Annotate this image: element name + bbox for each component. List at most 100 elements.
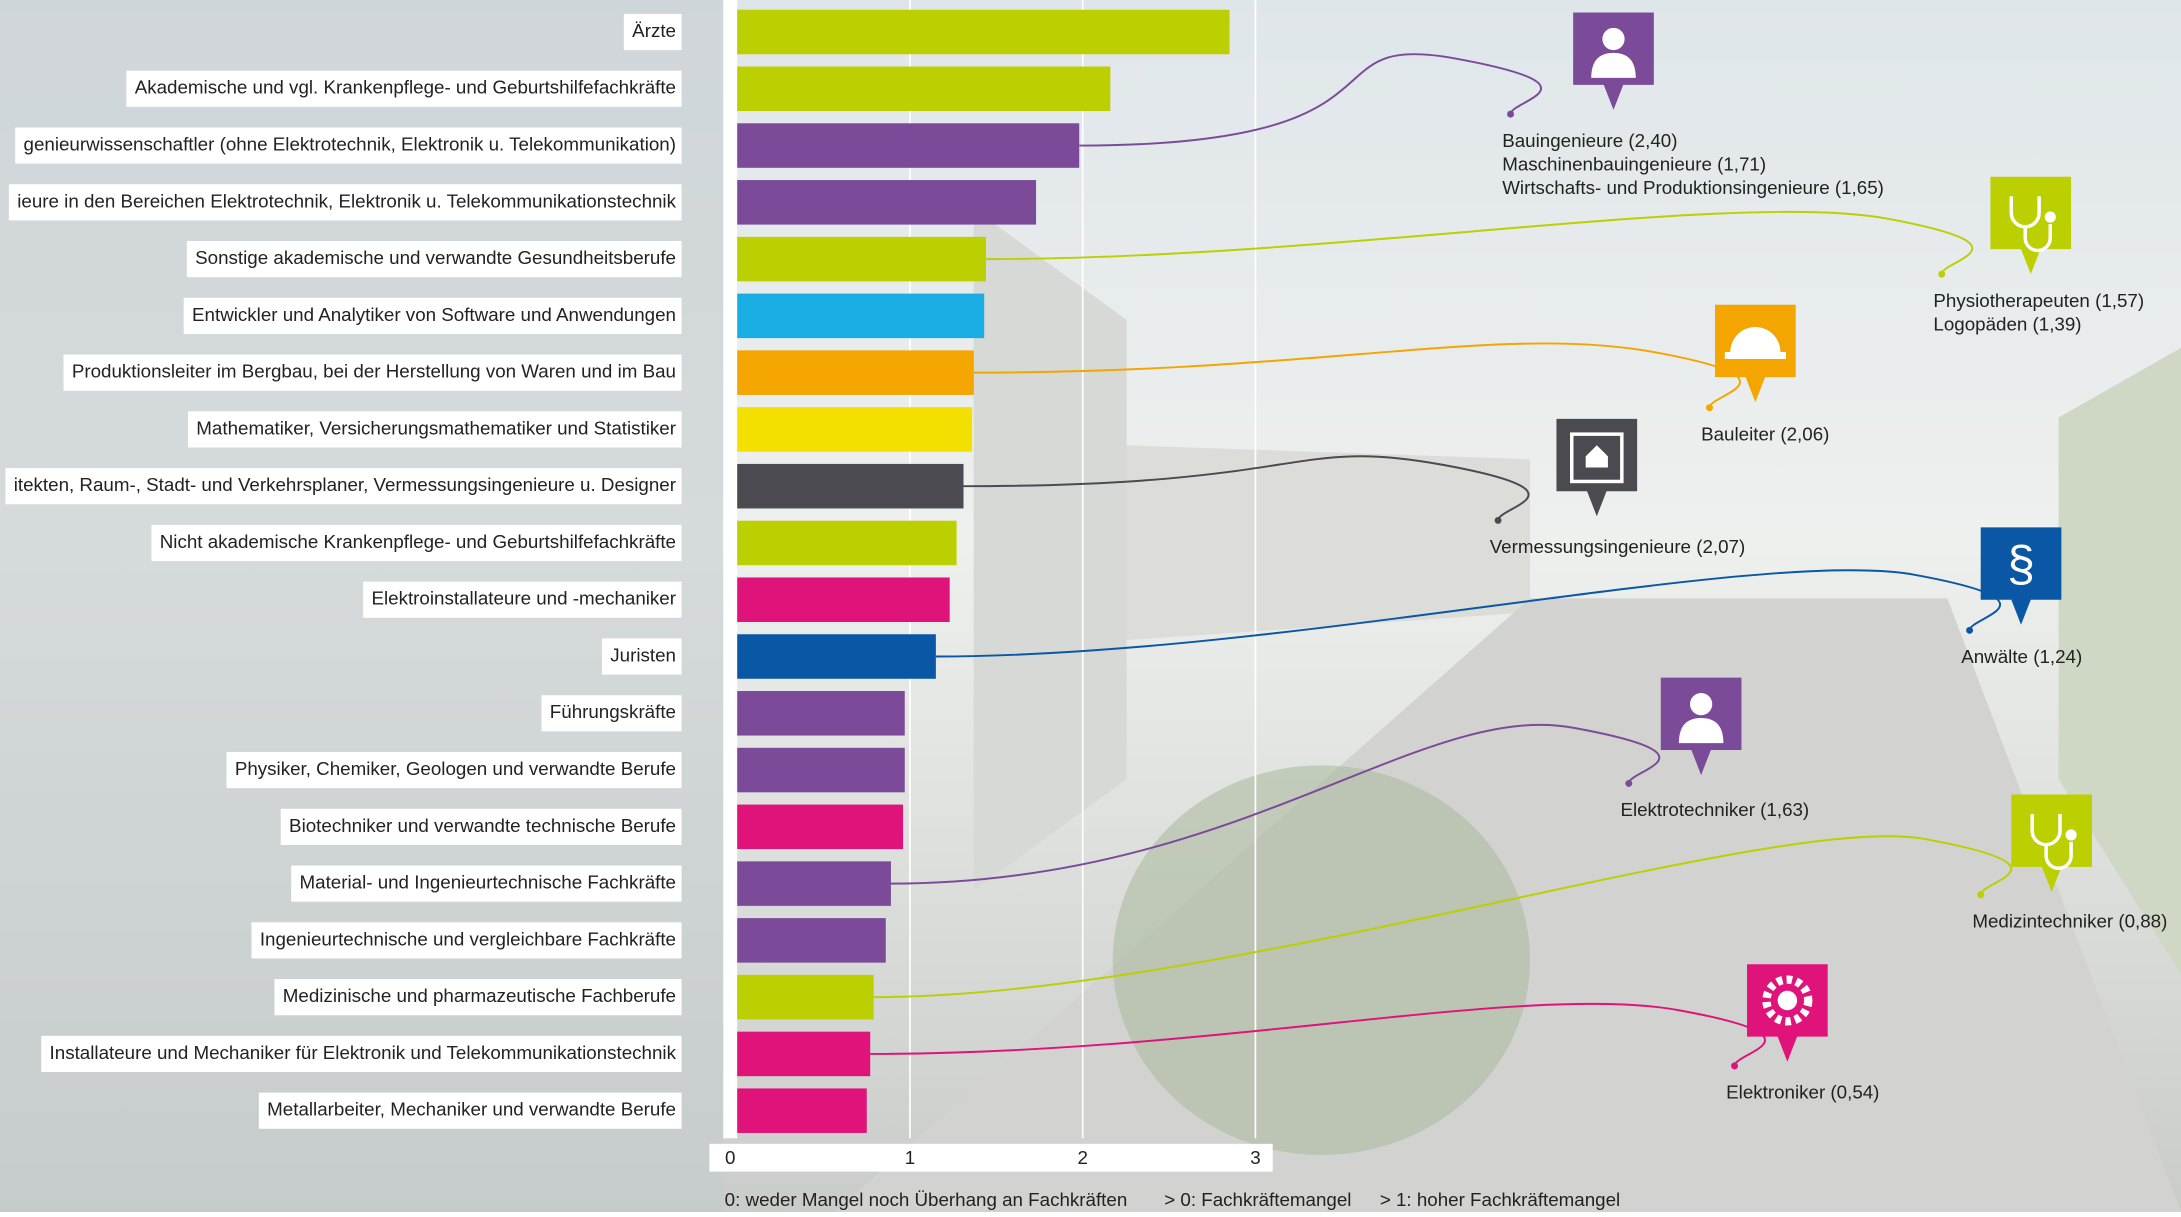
icon-symbol	[1585, 445, 1608, 468]
category-label-box	[183, 297, 682, 334]
connector-end	[1507, 110, 1515, 118]
bar	[737, 577, 950, 623]
category-label: Ingenieurtechnische und vergleichbare Fa…	[260, 928, 676, 949]
x-tick-label: 0	[725, 1147, 735, 1168]
category-label-box	[41, 1035, 682, 1073]
bar	[737, 747, 905, 793]
category-label: Physiker, Chemiker, Geologen und verwand…	[235, 758, 676, 779]
connector-end	[1977, 891, 1985, 899]
icon-symbol	[1777, 990, 1798, 1011]
annotation-label: Elektroniker (0,54)	[1726, 1082, 1879, 1103]
annotation-label: Bauingenieure (2,40)	[1502, 130, 1677, 151]
category-label: Metallarbeiter, Mechaniker und verwandte…	[267, 1099, 676, 1120]
bar	[737, 407, 973, 452]
category-label: Entwickler und Analytiker von Software u…	[192, 304, 676, 325]
annotation-label: Elektrotechniker (1,63)	[1620, 799, 1809, 820]
category-label: Nicht akademische Krankenpflege- und Geb…	[160, 531, 676, 552]
footnote: > 1: hoher Fachkräftemangel	[1380, 1189, 1620, 1210]
connector	[870, 1002, 1766, 1067]
bar	[737, 1031, 871, 1077]
icon-symbol	[2030, 814, 2073, 871]
bar	[737, 350, 974, 395]
building-back	[1126, 445, 1531, 641]
category-label-box	[363, 581, 682, 618]
connector-end	[1705, 404, 1713, 412]
category-label-box	[8, 184, 682, 221]
connector-end	[1966, 626, 1974, 634]
category-label: Juristen	[610, 644, 676, 665]
annotation-label: Medizintechniker (0,88)	[1972, 911, 2167, 932]
category-label: Mathematiker, Versicherungsmathematiker …	[196, 417, 676, 438]
category-label: Produktionsleiter im Bergbau, bei der He…	[72, 361, 676, 382]
x-tick-label: 1	[905, 1147, 915, 1168]
icon-symbol	[1570, 432, 1624, 484]
category-label: Medizinische und pharmazeutische Fachber…	[283, 985, 676, 1006]
bar	[737, 66, 1111, 112]
category-label-box	[126, 70, 682, 107]
x-tick-label: 2	[1077, 1147, 1087, 1168]
category-label: Elektroinstallateure und -mechaniker	[371, 588, 676, 609]
bar	[737, 9, 1230, 55]
icon-pin	[1980, 527, 2062, 625]
icon-symbol	[1602, 27, 1625, 51]
connector	[890, 723, 1661, 885]
footnote: 0: weder Mangel noch Überhang an Fachkrä…	[725, 1189, 1128, 1210]
icon-symbol	[1762, 975, 1813, 1026]
category-label-box	[15, 127, 682, 164]
annotation-label: Maschinenbauingenieure (1,71)	[1502, 154, 1766, 175]
category-label: Material- und Ingenieurtechnische Fachkr…	[300, 872, 676, 893]
category-label: Akademische und vgl. Krankenpflege- und …	[135, 77, 676, 98]
annotation-label: Wirtschafts- und Produktionsingenieure (…	[1502, 177, 1884, 198]
icon-symbol	[2009, 196, 2052, 253]
category-label: ieure in den Bereichen Elektrotechnik, E…	[17, 190, 676, 211]
category-label-box	[280, 808, 682, 845]
category-label-box	[63, 354, 682, 391]
category-label: Ärzte	[632, 20, 676, 41]
category-label-box	[258, 1092, 682, 1129]
icon-symbol	[2065, 829, 2077, 841]
annotation-label: Anwälte (1,24)	[1961, 646, 2082, 667]
category-label: Biotechniker und verwandte technische Be…	[289, 815, 676, 836]
category-label-box	[251, 922, 682, 959]
icon-symbol	[1724, 327, 1786, 360]
bar	[737, 180, 1037, 225]
connector-end	[1494, 516, 1502, 524]
icon-symbol	[1678, 718, 1724, 744]
icon-symbol	[2044, 211, 2056, 223]
category-label: genieurwissenschaftler (ohne Elektrotech…	[24, 134, 676, 155]
bar	[737, 520, 957, 566]
connector	[963, 455, 1530, 521]
annotation-label: Bauleiter (2,06)	[1701, 423, 1829, 444]
bar	[737, 1088, 867, 1133]
tree	[1112, 765, 1531, 1155]
bar	[737, 236, 986, 282]
category-label-box	[291, 865, 682, 902]
connector-end	[1938, 270, 1946, 278]
category-label-box	[151, 524, 682, 562]
bar	[737, 974, 874, 1020]
bar	[737, 804, 904, 850]
bar	[737, 861, 891, 906]
category-label-box	[187, 411, 682, 448]
category-label: Führungskräfte	[550, 701, 676, 722]
category-label-box	[541, 695, 682, 732]
category-label-box	[601, 638, 682, 675]
x-tick-label: 3	[1250, 1147, 1260, 1168]
icon-symbol: §	[2007, 536, 2035, 592]
bar	[737, 918, 886, 963]
axis-line	[723, 0, 738, 1139]
connector	[1079, 53, 1542, 147]
building-center	[973, 208, 1127, 891]
category-label-box	[5, 468, 682, 505]
bar	[737, 123, 1080, 168]
category-label-box	[186, 241, 682, 278]
footnote: > 0: Fachkräftemangel	[1164, 1189, 1351, 1210]
connector	[973, 342, 1741, 409]
category-label: Installateure und Mechaniker für Elektro…	[50, 1042, 677, 1063]
icon-symbol	[1591, 52, 1636, 78]
bar	[737, 463, 964, 509]
category-label-box	[274, 979, 682, 1016]
category-label: Sonstige akademische und verwandte Gesun…	[195, 247, 676, 268]
connector-end	[1625, 779, 1633, 787]
